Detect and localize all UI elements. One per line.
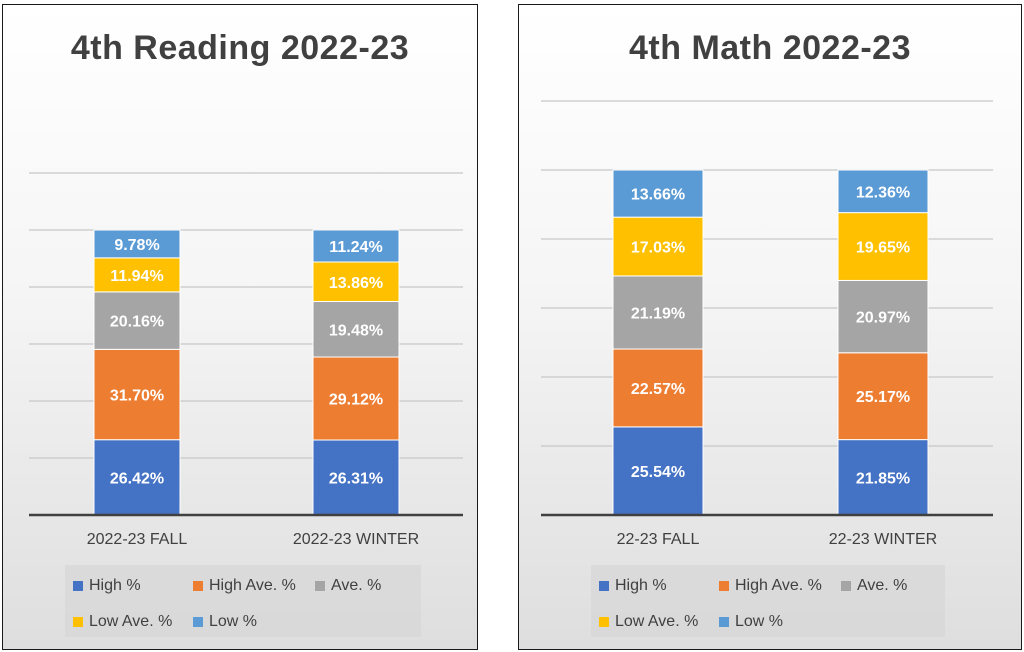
data-label: 21.19% (631, 305, 685, 322)
legend-label: High % (615, 577, 667, 594)
data-label: 13.66% (631, 187, 685, 204)
category-label: 2022-23 WINTER (293, 531, 419, 548)
legend-swatch (193, 617, 203, 627)
plot-area-reading: 26.42% 31.70% 20.16% 11.94% 9.78% 2022-23 FAL… (29, 172, 463, 548)
data-label: 26.42% (110, 470, 164, 487)
chart-title: 4th Math 2022-23 (629, 29, 911, 67)
bar-segment (612, 216, 704, 277)
bar-segment (837, 352, 929, 441)
category-label: 2022-23 FALL (87, 531, 188, 548)
data-label: 26.31% (329, 471, 383, 488)
bar-segment (612, 426, 704, 516)
data-label: 20.97% (856, 310, 910, 327)
legend-entry: High % (73, 577, 141, 595)
data-label: 25.54% (631, 464, 685, 481)
chart-title: 4th Reading 2022-23 (70, 29, 410, 67)
legend-entry: Low % (193, 613, 257, 631)
bar-segment (312, 301, 400, 358)
bar-segment (837, 439, 929, 516)
legend-entry: Low Ave. % (73, 613, 172, 631)
bar-segment (312, 439, 400, 516)
bar-segment (612, 275, 704, 350)
bar-segment (93, 348, 181, 441)
legend-label: High % (89, 577, 141, 594)
legend-swatch (315, 581, 325, 591)
data-label: 31.70% (110, 388, 164, 405)
data-label: 11.94% (110, 268, 163, 285)
data-label: 19.48% (329, 322, 383, 339)
legend-swatch (719, 581, 729, 591)
legend-label: High Ave. % (735, 577, 822, 594)
legend-label: Low % (735, 613, 784, 630)
legend-label: Low Ave. % (615, 613, 699, 630)
bar-segment (312, 261, 400, 303)
category-label: 22-23 FALL (617, 531, 700, 548)
legend-entry: Low % (719, 613, 783, 631)
legend: High % High Ave. % Ave. % Low Ave. % Low % (591, 565, 945, 637)
plot-area-math: 25.54% 22.57% 21.19% 17.03% 13.66% 22-23 FALL… (541, 100, 993, 548)
legend-swatch (73, 581, 83, 591)
data-label: 21.85% (856, 470, 910, 487)
chart-panel-math: 4th Math 2022-23 25.54% 22.57% 21.19% 17.03… (518, 4, 1022, 650)
legend-swatch (599, 581, 609, 591)
chart-panel-reading: 4th Reading 2022-23 26.42% 31.70% 20.16% 11… (2, 4, 478, 650)
data-label: 11.24% (329, 239, 382, 256)
bar-segment (93, 257, 181, 293)
legend-entry: Ave. % (315, 577, 381, 595)
bar-segment (93, 291, 181, 350)
data-label: 25.17% (856, 389, 910, 406)
legend-swatch (193, 581, 203, 591)
legend-swatch (73, 617, 83, 627)
legend-label: Ave. % (857, 577, 908, 594)
data-label: 22.57% (631, 381, 685, 398)
data-label: 9.78% (114, 237, 159, 254)
data-label: 12.36% (856, 184, 910, 201)
bar-segment (93, 439, 181, 516)
legend-swatch (599, 617, 609, 627)
data-label: 29.12% (329, 392, 383, 409)
legend-label: Low Ave. % (89, 613, 173, 630)
legend-entry: Ave. % (841, 577, 907, 595)
bar-segment (837, 212, 929, 281)
bar-segment (312, 229, 400, 263)
bar-segment (837, 169, 929, 214)
bar-segment (612, 169, 704, 218)
legend-label: Low % (209, 613, 258, 630)
legend-entry: High Ave. % (193, 577, 296, 595)
category-label: 22-23 WINTER (829, 531, 937, 548)
legend-label: Ave. % (331, 577, 382, 594)
legend-entry: High % (599, 577, 667, 595)
bar-segment (612, 348, 704, 428)
legend-swatch (841, 581, 851, 591)
legend: High % High Ave. % Ave. % Low Ave. % Low % (65, 565, 421, 637)
bar-segment (837, 279, 929, 354)
legend-entry: Low Ave. % (599, 613, 698, 631)
data-label: 19.65% (856, 240, 910, 257)
data-label: 13.86% (329, 275, 383, 292)
data-label: 17.03% (631, 240, 685, 257)
legend-entry: High Ave. % (719, 577, 822, 595)
data-label: 20.16% (110, 314, 164, 331)
bar-segment (93, 229, 181, 259)
legend-swatch (719, 617, 729, 627)
legend-label: High Ave. % (209, 577, 296, 594)
